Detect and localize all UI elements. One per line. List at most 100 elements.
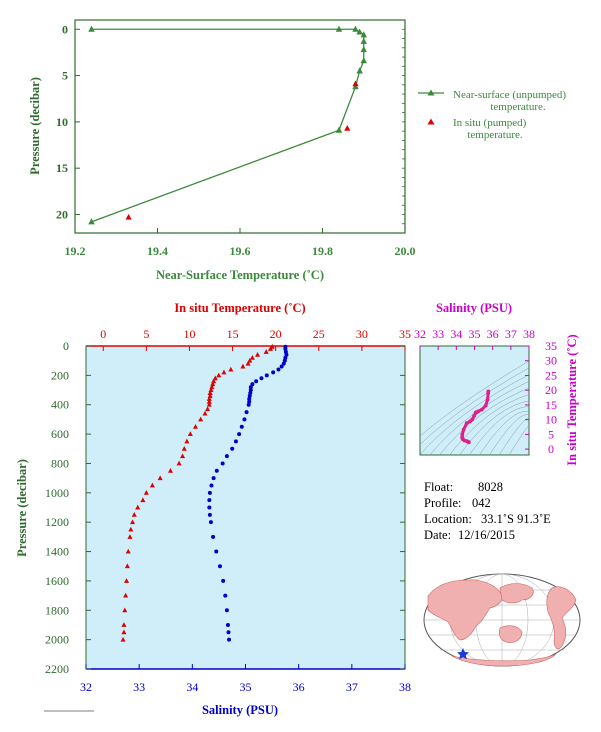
ts-density-contour [479, 410, 529, 455]
temperature-point [206, 396, 212, 401]
top-chart-y-axis-label: Pressure (decibar) [28, 77, 42, 175]
salinity-point [220, 461, 225, 466]
ts-series [460, 389, 491, 445]
in-situ-temperature-point [344, 124, 351, 131]
legend-label-near-surface-line1: Near-surface (unpumped) [453, 89, 566, 101]
ts-diagram-plot-area [419, 345, 530, 456]
ts-density-contour [508, 424, 529, 455]
pressure-tick-label: 1400 [45, 545, 69, 559]
date-label: Date: [424, 528, 451, 542]
temperature-point [245, 360, 251, 366]
top-y-tick-label: 5 [62, 69, 68, 83]
ts-density-contour [420, 367, 529, 445]
temperature-point [255, 352, 261, 357]
temperature-point [202, 410, 208, 416]
main-chart-salinity-axis-label: Salinity (PSU) [202, 703, 278, 717]
salinity-point [217, 564, 222, 569]
legend-label-near-surface-line2: temperature. [490, 101, 546, 113]
world-map [423, 573, 581, 667]
salinity-point [207, 490, 212, 495]
salinity-point [239, 424, 244, 429]
salinity-point [227, 637, 232, 642]
temperature-point [211, 378, 217, 384]
ts-temperature-tick-label: 30 [545, 354, 557, 368]
salinity-point [279, 364, 284, 369]
ts-salinity-tick-label: 36 [487, 327, 499, 341]
ts-point [486, 391, 491, 396]
salinity-tick-label: 34 [186, 680, 198, 694]
ts-density-contour [489, 414, 529, 455]
main-chart-pressure-axis-label: Pressure (decibar) [15, 459, 29, 557]
salinity-point [248, 385, 253, 390]
salinity-point [207, 505, 212, 510]
temperature-point [212, 375, 218, 381]
near-surface-temperature-point [360, 31, 367, 38]
salinity-point [242, 417, 247, 422]
near-surface-temperature-point [356, 67, 363, 74]
salinity-tick-label: 32 [80, 680, 92, 694]
salinity-tick-label: 37 [346, 680, 358, 694]
pressure-tick-label: 600 [51, 427, 69, 441]
temperature-tick-label: 20 [270, 327, 282, 341]
main-chart-salinity-ticks: 32 33 34 35 36 37 38 [80, 664, 411, 694]
temperature-point [208, 387, 214, 393]
salinity-point [207, 498, 212, 503]
temperature-point [207, 390, 213, 395]
ts-salinity-ticks: 32 33 34 35 36 37 38 [414, 327, 535, 350]
salinity-point [246, 402, 251, 407]
profile-value: 042 [472, 496, 491, 510]
salinity-point [281, 361, 286, 366]
salinity-tick-label: 33 [133, 680, 145, 694]
near-surface-temperature-point [88, 218, 95, 225]
temperature-point [121, 622, 127, 627]
salinity-point [223, 593, 228, 598]
pressure-tick-label: 1200 [45, 515, 69, 529]
temperature-point [140, 497, 146, 503]
salinity-point [247, 396, 252, 401]
temperature-point [198, 416, 204, 422]
near-surface-temperature-point [335, 25, 343, 32]
salinity-point [230, 446, 235, 451]
ts-temperature-tick-label: 5 [548, 427, 554, 441]
map-africa-eurasia [427, 579, 503, 641]
salinity-point [224, 608, 229, 613]
top-chart-plot-area [74, 19, 406, 234]
temperature-point [249, 354, 255, 360]
map-continents [427, 579, 577, 667]
ts-salinity-axis-label: Salinity (PSU) [436, 301, 512, 315]
tiny-footer-mark [44, 710, 94, 712]
temperature-point [128, 526, 134, 532]
temperature-tick-label: 35 [399, 327, 411, 341]
ts-salinity-tick-label: 37 [505, 327, 517, 341]
ts-point [466, 440, 471, 445]
salinity-point [225, 622, 230, 627]
temperature-point [263, 349, 269, 354]
map-asia-east [499, 583, 534, 604]
main-chart-temperature-ticks: 0 5 10 15 20 25 30 35 [100, 327, 411, 351]
float-location-marker [457, 648, 469, 660]
temperature-point [205, 406, 211, 412]
float-value: 8028 [478, 480, 503, 494]
temperature-point [125, 548, 131, 554]
salinity-point [209, 483, 214, 488]
float-label: Float: [424, 480, 453, 494]
pressure-tick-label: 1800 [45, 603, 69, 617]
ts-salinity-tick-label: 32 [414, 327, 426, 341]
pressure-tick-label: 800 [51, 456, 69, 470]
ts-salinity-tick-label: 33 [432, 327, 444, 341]
temperature-point [124, 578, 130, 583]
temperature-point [143, 490, 149, 495]
temperature-point [206, 401, 212, 407]
top-y-tick-label: 0 [62, 22, 68, 36]
temperature-point [157, 475, 163, 481]
top-chart-series [88, 25, 367, 225]
near-surface-temperature-point [360, 57, 367, 64]
ts-point [460, 432, 465, 437]
ts-salinity-tick-label: 34 [450, 327, 462, 341]
salinity-tick-label: 35 [240, 680, 252, 694]
ts-point [461, 427, 466, 432]
salinity-point [237, 432, 242, 437]
ts-point [479, 407, 484, 412]
